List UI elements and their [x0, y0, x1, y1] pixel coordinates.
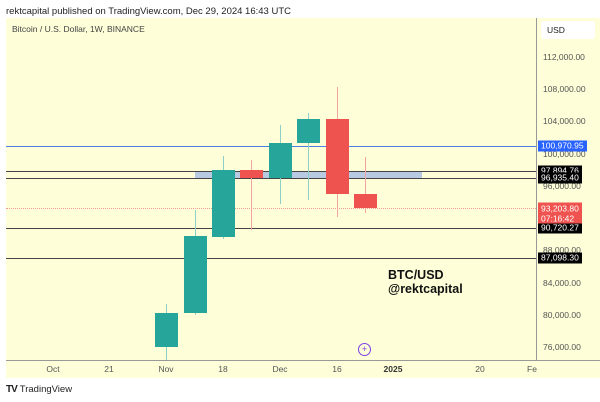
add-plus-icon[interactable]: +	[358, 343, 371, 356]
price-tick: 100,000.00	[543, 148, 586, 159]
watermark: BTC/USD @rektcapital	[388, 268, 463, 296]
current-price-tag: 93,203.80 07:16:42	[538, 202, 582, 224]
brand-name: TradingView	[19, 384, 73, 395]
candle-wick	[365, 156, 366, 214]
level-line[interactable]	[6, 257, 536, 259]
price-tick: 108,000.00	[543, 84, 586, 95]
tradingview-logo-icon: TV	[6, 384, 18, 395]
current-price-value: 93,203.80	[541, 203, 579, 214]
time-axis[interactable]: Oct 21 Nov 18 Dec 16 2025 20 Fe	[6, 360, 600, 378]
candle-body[interactable]	[354, 193, 377, 209]
level-price-tag: 96,935.40	[538, 172, 582, 184]
time-tick: Dec	[272, 364, 288, 374]
level-line[interactable]	[6, 178, 536, 180]
candle-wick	[251, 160, 252, 231]
candle-wick	[308, 113, 309, 201]
time-tick: 18	[218, 364, 228, 374]
footer: TV TradingView	[6, 384, 72, 395]
time-tick: 16	[332, 364, 342, 374]
candle-body[interactable]	[269, 143, 292, 178]
watermark-line1: BTC/USD	[388, 268, 444, 282]
symbol-label: Bitcoin / U.S. Dollar, 1W, BINANCE	[12, 24, 145, 34]
time-tick: 21	[104, 364, 114, 374]
price-tick: 80,000.00	[543, 309, 581, 320]
price-tick: 76,000.00	[543, 342, 581, 353]
currency-selector[interactable]: USD	[541, 21, 595, 39]
candle-body[interactable]	[155, 313, 178, 347]
candle-body[interactable]	[184, 235, 207, 314]
candle-body[interactable]	[212, 169, 235, 238]
level-price-tag: 87,098.30	[538, 252, 582, 264]
level-line[interactable]	[6, 228, 536, 230]
current-price-line	[6, 208, 536, 210]
time-tick: Nov	[158, 364, 174, 374]
time-tick: 2025	[383, 364, 403, 374]
plot-area[interactable]: Bitcoin / U.S. Dollar, 1W, BINANCE BTC/U…	[6, 18, 536, 360]
level-price-tag: 100,970.95	[538, 140, 587, 152]
bar-countdown: 07:16:42	[541, 213, 575, 224]
candle-body[interactable]	[326, 119, 349, 194]
time-tick: 20	[475, 364, 485, 374]
price-tick: 88,000.00	[543, 245, 581, 256]
price-tick: 96,000.00	[543, 180, 581, 191]
chart-container[interactable]: Bitcoin / U.S. Dollar, 1W, BINANCE BTC/U…	[6, 18, 600, 378]
publish-info: rektcapital published on TradingView.com…	[6, 6, 291, 17]
price-tick: 104,000.00	[543, 116, 586, 127]
watermark-line2: @rektcapital	[388, 282, 463, 296]
time-tick: Oct	[46, 364, 60, 374]
level-price-tag: 97,894.76	[538, 165, 582, 177]
price-axis[interactable]: USD 112,000.00 108,000.00 104,000.00 100,00…	[536, 18, 600, 360]
time-tick: Fe	[527, 364, 537, 374]
price-tick: 112,000.00	[543, 52, 585, 62]
price-tick: 84,000.00	[543, 277, 581, 288]
candle-body[interactable]	[297, 119, 320, 144]
candle-body[interactable]	[240, 169, 263, 178]
level-price-tag: 90,720.27	[538, 222, 582, 234]
